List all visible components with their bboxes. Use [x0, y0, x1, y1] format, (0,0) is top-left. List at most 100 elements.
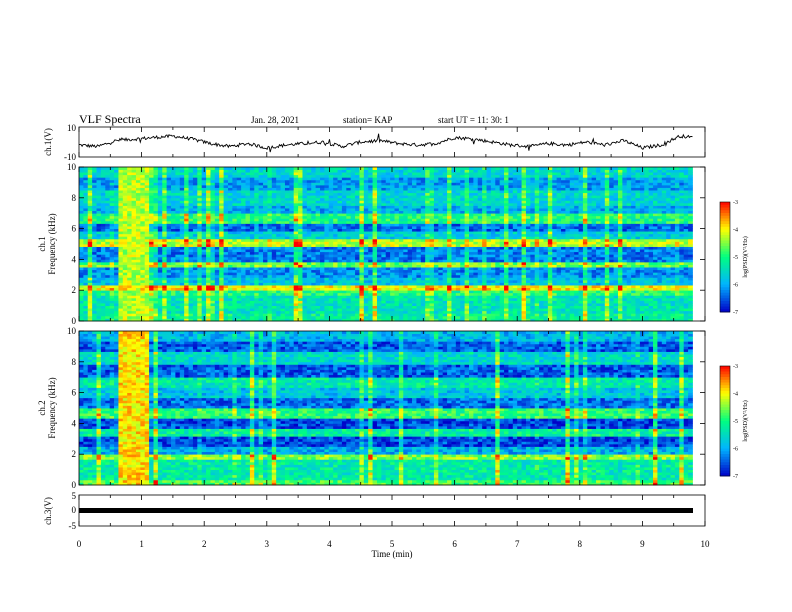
spectrogram-cell — [79, 308, 84, 312]
spectrogram-cell — [284, 318, 290, 322]
spectrogram-cell — [363, 226, 369, 229]
spectrogram-cell — [376, 308, 382, 312]
spectrogram-cell — [412, 210, 417, 214]
spectrogram-cell — [284, 272, 290, 276]
spectrogram-cell — [276, 261, 281, 265]
spectrogram-cell — [166, 290, 172, 294]
spectrogram-cell — [149, 292, 154, 296]
spectrogram-cell — [376, 195, 382, 199]
spectrogram-cell — [219, 213, 224, 217]
spectrogram-cell — [328, 205, 334, 209]
spectrogram-cell — [293, 267, 299, 271]
spectrogram-cell — [184, 303, 189, 306]
spectrogram-cell — [162, 261, 168, 265]
spectrogram-cell — [425, 251, 430, 255]
spectrogram-cell — [263, 187, 268, 191]
spectrogram-cell — [372, 174, 378, 178]
spectrogram-cell — [184, 285, 189, 289]
spectrogram-cell — [429, 303, 435, 306]
spectrogram-cell — [407, 190, 413, 194]
spectrogram-cell — [157, 184, 163, 188]
spectrogram-cell — [385, 202, 391, 206]
spectrogram-cell — [96, 179, 102, 183]
spectrogram-cell — [140, 187, 146, 191]
spectrogram-cell — [376, 187, 382, 191]
spectrogram-cell — [407, 274, 413, 278]
spectrogram-cell — [385, 264, 391, 268]
spectrogram-cell — [79, 236, 84, 240]
spectrogram-cell — [333, 218, 338, 222]
spectrogram-cell — [407, 259, 413, 263]
spectrogram-cell — [442, 313, 448, 317]
spectrogram-cell — [271, 215, 277, 219]
spectrogram-cell — [153, 192, 159, 196]
spectrogram-cell — [162, 315, 168, 319]
spectrogram-cell — [131, 197, 137, 201]
spectrogram-cell — [407, 305, 413, 309]
spectrogram-cell — [171, 308, 176, 312]
spectrogram-cell — [420, 223, 426, 227]
spectrogram-cell — [184, 210, 189, 214]
spectrogram-cell — [359, 179, 365, 183]
spectrogram-cell — [337, 169, 343, 173]
spectrogram-cell — [166, 177, 172, 181]
spectrogram-cell — [135, 297, 141, 301]
spectrogram-cell — [149, 290, 154, 294]
spectrogram-cell — [214, 220, 220, 224]
spectrogram-cell — [355, 195, 360, 199]
spectrogram-cell — [337, 274, 343, 278]
spectrogram-cell — [271, 308, 277, 312]
spectrogram-cell — [433, 254, 439, 258]
spectrogram-cell — [328, 269, 334, 273]
ch1-voltage-trace — [78, 133, 693, 153]
spectrogram-cell — [241, 228, 246, 232]
spectrogram-cell — [201, 187, 207, 191]
spectrogram-cell — [192, 313, 198, 317]
spectrogram-cell — [302, 179, 308, 183]
spectrogram-cell — [333, 274, 338, 278]
spectrogram-cell — [109, 315, 115, 319]
spectrogram-cell — [166, 213, 172, 217]
spectrogram-cell — [306, 233, 312, 237]
spectrogram-cell — [315, 287, 321, 291]
spectrogram-cell — [258, 254, 264, 258]
spectrogram-cell — [298, 292, 303, 296]
spectrogram-cell — [385, 197, 391, 201]
spectrogram-cell — [236, 274, 242, 278]
spectrogram-cell — [184, 308, 189, 312]
spectrogram-cell — [254, 251, 260, 255]
spectrogram-cell — [341, 197, 347, 201]
spectrogram-cell — [346, 179, 352, 183]
spectrogram-cell — [201, 218, 207, 222]
spectrogram-cell — [438, 300, 444, 304]
spectrogram-cell — [429, 256, 435, 260]
spectrogram-cell — [263, 269, 268, 273]
spectrogram-cell — [249, 218, 255, 222]
spectrogram-cell — [122, 272, 128, 276]
spectrogram-cell — [245, 205, 251, 209]
spectrogram-cell — [232, 251, 238, 255]
spectrogram-cell — [412, 249, 417, 253]
spectrogram-cell — [249, 210, 255, 214]
spectrogram-cell — [201, 238, 207, 242]
spectrogram-cell — [118, 313, 124, 317]
spectrogram-cell — [394, 277, 400, 281]
spectrogram-cell — [276, 264, 281, 268]
spectrogram-cell — [135, 259, 141, 263]
spectrogram-cell — [122, 182, 128, 186]
spectrogram-cell — [149, 300, 154, 304]
spectrogram-cell — [219, 236, 224, 240]
spectrogram-cell — [192, 179, 198, 183]
spectrogram-cell — [245, 244, 251, 247]
spectrogram-cell — [289, 187, 295, 191]
spectrogram-cell — [192, 290, 198, 294]
spectrogram-cell — [363, 200, 369, 204]
spectrogram-cell — [206, 231, 211, 235]
spectrogram-cell — [263, 205, 268, 209]
spectrogram-cell — [289, 226, 295, 229]
spectrogram-cell — [355, 308, 360, 312]
spectrogram-cell — [171, 205, 176, 209]
spectrogram-cell — [109, 303, 115, 306]
spectrogram-cell — [249, 254, 255, 258]
spectrogram-cell — [280, 179, 286, 183]
